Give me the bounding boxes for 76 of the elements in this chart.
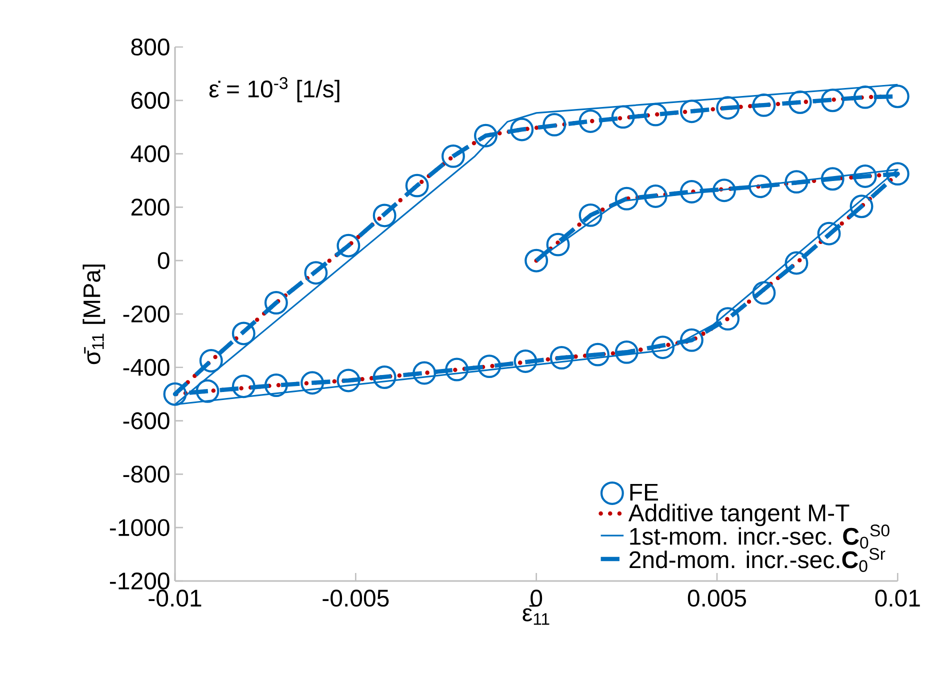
point: [163, 382, 187, 406]
point: [412, 361, 436, 385]
legend-label: FE: [630, 484, 658, 500]
legend-label: Additive tangent M-T: [628, 504, 850, 526]
point: [304, 261, 328, 285]
y-tick-label: -800: [123, 466, 170, 483]
point: [264, 374, 288, 398]
point: [788, 90, 812, 114]
point: [578, 109, 602, 133]
point: [820, 167, 844, 191]
point: [232, 322, 256, 346]
point: [264, 291, 288, 315]
point: [752, 93, 776, 117]
point: [820, 88, 844, 112]
point: [550, 346, 574, 370]
point: [611, 105, 635, 129]
legend-label: 2nd-mom. incr.-sec.C$_{0}$Sr: [630, 548, 886, 572]
point: [853, 85, 877, 109]
y-tick-label: 400: [130, 145, 170, 162]
point: [614, 340, 638, 364]
annotation: ε̇ = 10$^{-3}$ [1/s]: [209, 77, 340, 102]
point: [850, 194, 874, 218]
point: [372, 366, 396, 390]
point: [524, 248, 548, 272]
y-tick-label: 800: [131, 38, 170, 56]
point: [716, 96, 740, 120]
y-tick-label: -1200: [110, 572, 170, 590]
y-tick-label: -400: [123, 358, 170, 376]
y-tick-label: -600: [123, 412, 170, 430]
point: [542, 112, 566, 136]
x-tick-label: 0.005: [688, 590, 746, 607]
point: [232, 374, 256, 398]
point: [445, 358, 469, 382]
point: [300, 371, 324, 395]
y-axis-title: σ̄$_{11}$ [MPa]: [82, 264, 106, 364]
point: [478, 354, 502, 378]
point: [644, 184, 668, 208]
point: [586, 342, 610, 366]
x-tick-label: -0.005: [322, 590, 389, 607]
point: [199, 348, 223, 372]
point: [712, 178, 736, 202]
point: [784, 251, 808, 275]
point: [578, 203, 602, 227]
point: [817, 222, 841, 246]
point: [474, 124, 498, 148]
point: [510, 118, 534, 142]
point: [752, 281, 776, 305]
x-tick-label: 0.01: [875, 590, 920, 607]
point: [546, 232, 570, 256]
point: [372, 204, 396, 228]
x-axis-title: ε̄$_{11}$: [522, 605, 550, 625]
point: [680, 328, 704, 352]
point: [441, 144, 465, 168]
x-tick-label: 0: [530, 590, 542, 607]
point: [651, 336, 675, 360]
point: [614, 186, 638, 210]
y-tick-label: 600: [131, 92, 170, 109]
point: [644, 102, 668, 126]
x-tick-label: -0.01: [148, 590, 202, 607]
point: [853, 164, 877, 188]
point: [886, 84, 910, 108]
point: [336, 368, 360, 392]
y-tick-label: -200: [123, 305, 170, 322]
point: [886, 162, 910, 186]
point: [514, 350, 538, 373]
point: [748, 174, 772, 198]
point: [405, 174, 429, 198]
y-tick-label: 0: [158, 252, 170, 270]
point: [336, 234, 360, 258]
point: [680, 100, 704, 124]
point: [716, 307, 740, 331]
y-tick-label: -1000: [110, 519, 170, 536]
point: [784, 170, 808, 194]
y-tick-label: 200: [131, 198, 170, 216]
point: [196, 379, 220, 403]
point: [680, 180, 704, 204]
